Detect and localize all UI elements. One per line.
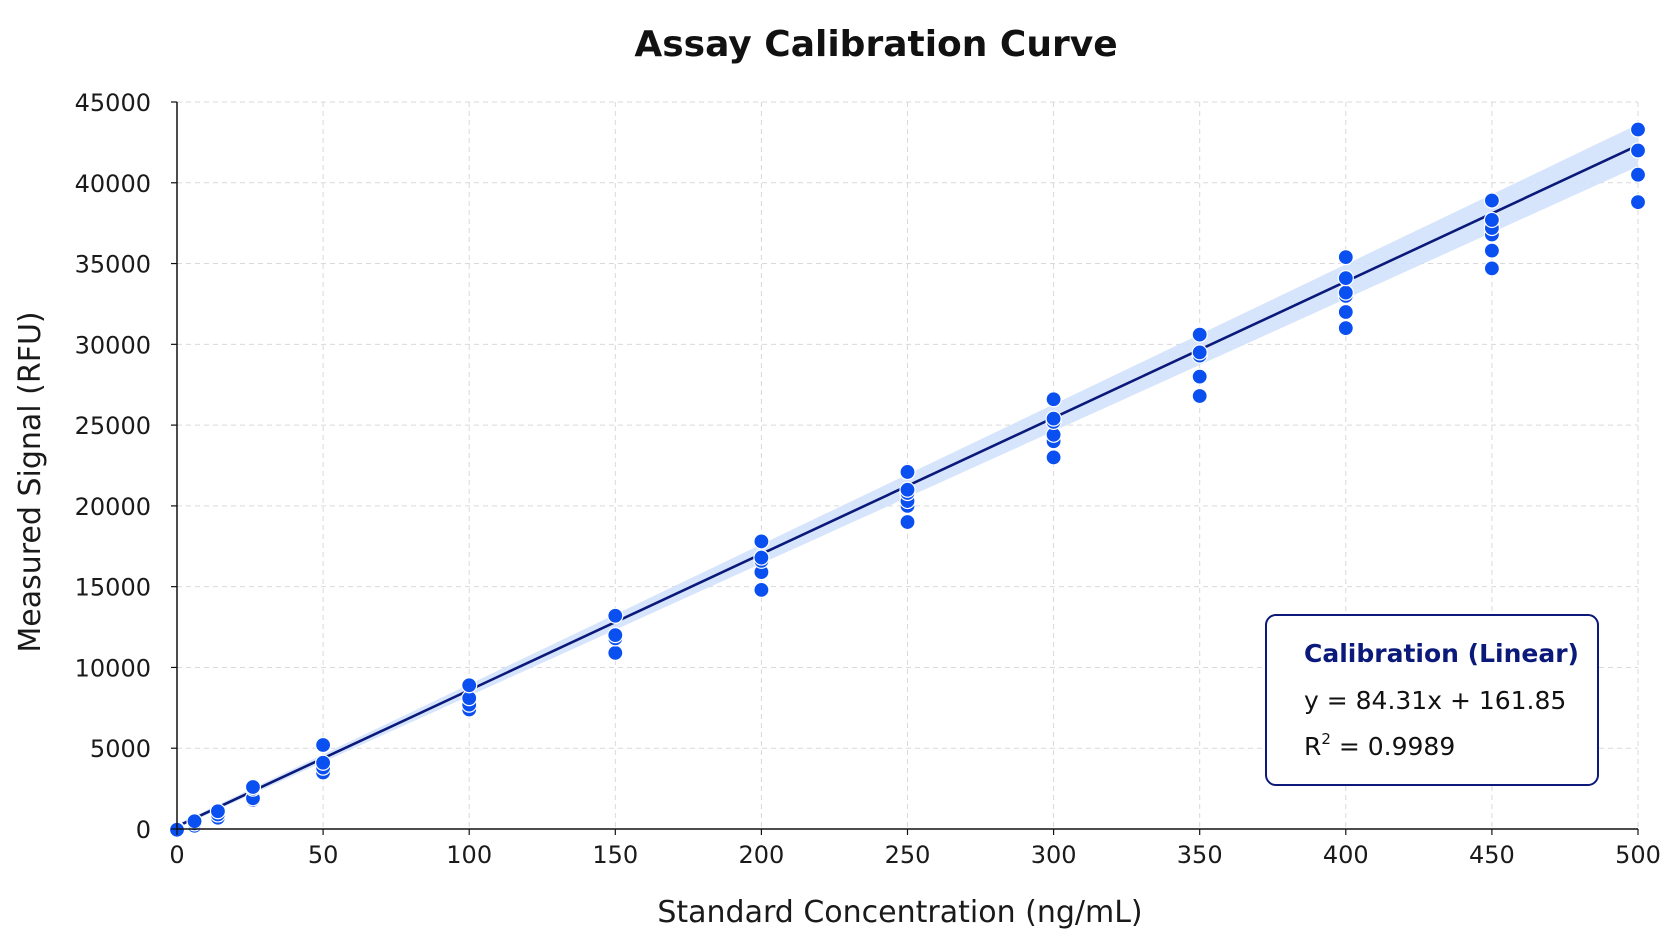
data-point (753, 533, 770, 550)
data-point (315, 754, 332, 771)
data-point (461, 677, 478, 694)
data-point (1191, 368, 1208, 385)
x-axis-label: Standard Concentration (ng/mL) (657, 895, 1142, 930)
data-point (1629, 142, 1647, 159)
y-tick-label: 45000 (75, 89, 151, 117)
y-tick-label: 30000 (75, 331, 151, 359)
data-point (607, 644, 624, 662)
y-tick-label: 20000 (75, 493, 151, 521)
y-tick-label: 10000 (75, 654, 151, 682)
x-tick-label: 350 (1177, 841, 1223, 869)
data-point (315, 736, 332, 754)
data-point (753, 581, 770, 598)
y-tick-label: 35000 (75, 251, 151, 279)
data-point (1337, 284, 1354, 301)
data-point (607, 607, 624, 624)
data-point (1337, 248, 1354, 266)
data-point (1337, 303, 1354, 321)
legend-title: Calibration (Linear) (1304, 639, 1579, 668)
x-tick-label: 100 (446, 841, 492, 869)
tick-labels: 0 50 100 150 200 250 300 350 400 450 5000500010000… (75, 89, 1661, 869)
data-point (607, 627, 624, 644)
data-point (1629, 166, 1647, 183)
data-point (1191, 387, 1208, 405)
axes (171, 101, 1639, 835)
x-tick-label: 250 (885, 841, 931, 869)
chart-title: Assay Calibration Curve (634, 24, 1117, 65)
x-tick-label: 0 (169, 841, 184, 869)
data-point (209, 803, 227, 820)
data-point (1483, 211, 1501, 229)
x-tick-label: 50 (308, 841, 339, 869)
y-tick-label: 15000 (75, 574, 151, 602)
x-tick-label: 500 (1615, 841, 1661, 869)
data-point (1629, 194, 1647, 211)
data-point (899, 513, 916, 531)
x-tick-label: 200 (738, 841, 784, 869)
data-point (186, 813, 203, 830)
data-point (1191, 344, 1208, 361)
x-tick-label: 150 (592, 841, 638, 869)
data-point (753, 549, 770, 566)
data-point (1483, 242, 1501, 259)
y-tick-label: 0 (136, 816, 151, 844)
data-point (1629, 121, 1647, 138)
data-point (1191, 326, 1208, 343)
data-point (1337, 320, 1354, 337)
data-point (1483, 260, 1501, 277)
legend-box (1265, 614, 1599, 786)
data-point (1045, 410, 1062, 427)
legend-equation: y = 84.31x + 161.85 (1304, 686, 1566, 715)
y-axis-label: Measured Signal (RFU) (13, 311, 48, 652)
x-tick-label: 400 (1323, 841, 1369, 869)
data-points-layer (168, 121, 1647, 838)
data-point (244, 778, 262, 796)
y-tick-label: 40000 (75, 170, 151, 198)
data-point (1483, 192, 1501, 209)
data-point (1337, 269, 1354, 287)
x-tick-label: 450 (1469, 841, 1515, 869)
x-tick-label: 300 (1031, 841, 1077, 869)
y-tick-label: 5000 (90, 735, 151, 763)
legend-r2-superscript: 2 (1321, 730, 1331, 748)
legend-r-squared: R2 = 0.9989 (1304, 730, 1455, 761)
legend-r2-value: = 0.9989 (1331, 732, 1455, 761)
data-point (899, 481, 916, 498)
legend: Calibration (Linear) y = 84.31x + 161.85… (1265, 614, 1599, 786)
legend-r2-prefix: R (1304, 732, 1321, 761)
data-point (1045, 391, 1062, 408)
data-point (899, 463, 916, 481)
data-point (1045, 449, 1062, 466)
y-tick-label: 25000 (75, 412, 151, 440)
